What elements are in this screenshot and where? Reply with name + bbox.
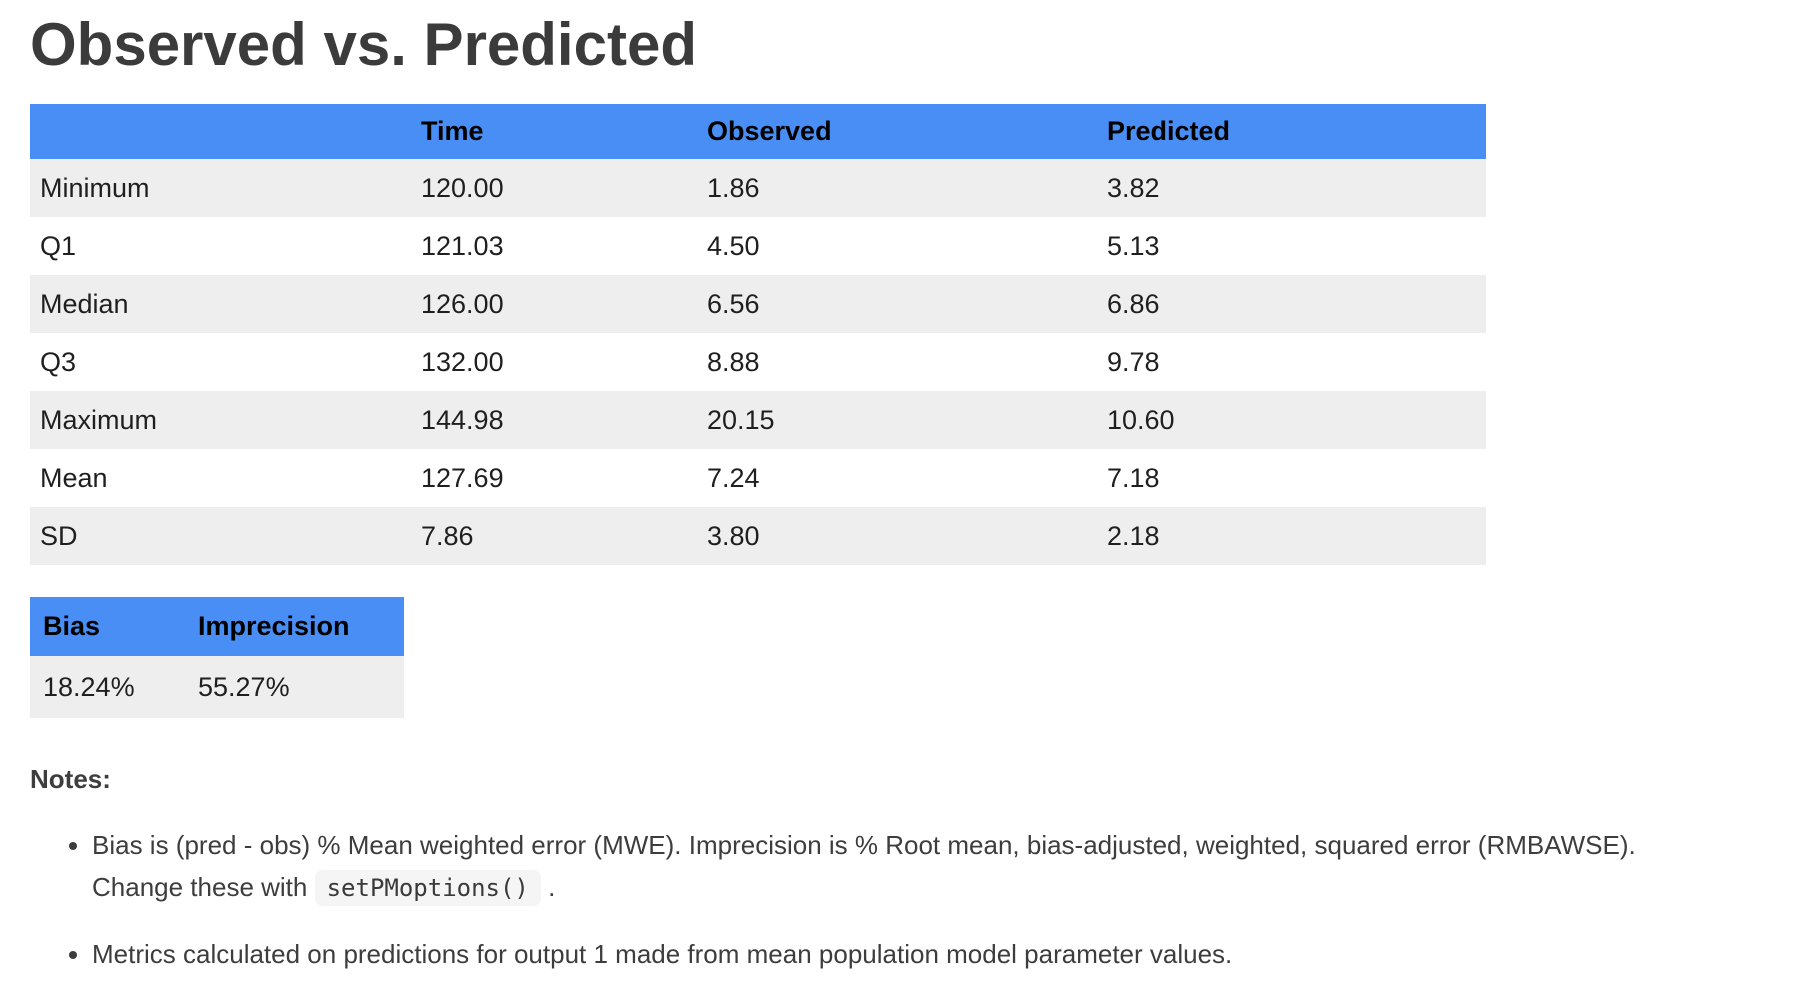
summary-header-observed: Observed [697,104,1097,159]
note-text-line2: Change these with [92,871,315,902]
table-row-q3: Q3 132.00 8.88 9.78 [30,333,1486,391]
observed-value: 7.24 [707,462,760,493]
table-row-sd: SD 7.86 3.80 2.18 [30,507,1486,565]
observed-value: 3.80 [707,520,760,551]
observed-value: 1.86 [707,172,760,203]
summary-header-time: Time [411,104,697,159]
metrics-table-header-row: Bias Imprecision [30,597,404,656]
notes-list: Bias is (pred - obs) % Mean weighted err… [30,825,1775,976]
predicted-value: 7.18 [1107,462,1160,493]
row-label: Q1 [40,230,77,261]
observed-value: 20.15 [707,404,775,435]
table-row-maximum: Maximum 144.98 20.15 10.60 [30,391,1486,449]
observed-value: 4.50 [707,230,760,261]
summary-header-predicted: Predicted [1097,104,1486,159]
time-value: 132.00 [421,346,504,377]
time-value: 120.00 [421,172,504,203]
notes-heading: Notes: [30,764,111,794]
notes-section: Notes: Bias is (pred - obs) % Mean weigh… [30,764,1775,976]
predicted-value: 5.13 [1107,230,1160,261]
table-row-minimum: Minimum 120.00 1.86 3.82 [30,159,1486,217]
page-title: Observed vs. Predicted [30,11,697,78]
time-value: 127.69 [421,462,504,493]
note-item-metrics: Metrics calculated on predictions for ou… [92,934,1775,976]
observed-value: 6.56 [707,288,760,319]
row-label: Minimum [40,172,150,203]
bias-header: Bias [30,597,185,656]
time-value: 126.00 [421,288,504,319]
setpmoptions-code-chip: setPMoptions() [314,869,541,906]
time-value: 7.86 [421,520,474,551]
row-label: Q3 [40,346,77,377]
observed-predicted-table: Time Observed Predicted Minimum 120.00 1… [30,104,1486,565]
row-label: SD [40,520,78,551]
row-label: Mean [40,462,108,493]
summary-table-header-row: Time Observed Predicted [30,104,1486,159]
observed-value: 8.88 [707,346,760,377]
predicted-value: 10.60 [1107,404,1175,435]
predicted-value: 9.78 [1107,346,1160,377]
summary-header-metric [30,104,411,159]
imprecision-value: 55.27% [185,656,404,718]
note-text: Metrics calculated on predictions for ou… [92,939,1233,970]
note-text-line1: Bias is (pred - obs) % Mean weighted err… [92,830,1636,860]
predicted-value: 3.82 [1107,172,1160,203]
imprecision-header: Imprecision [185,597,404,656]
row-label: Median [40,288,129,319]
note-item-bias-imprecision: Bias is (pred - obs) % Mean weighted err… [92,825,1775,908]
predicted-value: 6.86 [1107,288,1160,319]
bias-imprecision-table: Bias Imprecision 18.24% 55.27% [30,597,404,718]
table-row-mean: Mean 127.69 7.24 7.18 [30,449,1486,507]
predicted-value: 2.18 [1107,520,1160,551]
table-row-median: Median 126.00 6.56 6.86 [30,275,1486,333]
time-value: 121.03 [421,230,504,261]
metrics-table-value-row: 18.24% 55.27% [30,656,404,718]
note-text-after-code: . [540,871,556,902]
time-value: 144.98 [421,404,504,435]
table-row-q1: Q1 121.03 4.50 5.13 [30,217,1486,275]
row-label: Maximum [40,404,158,435]
bias-value: 18.24% [30,656,185,718]
